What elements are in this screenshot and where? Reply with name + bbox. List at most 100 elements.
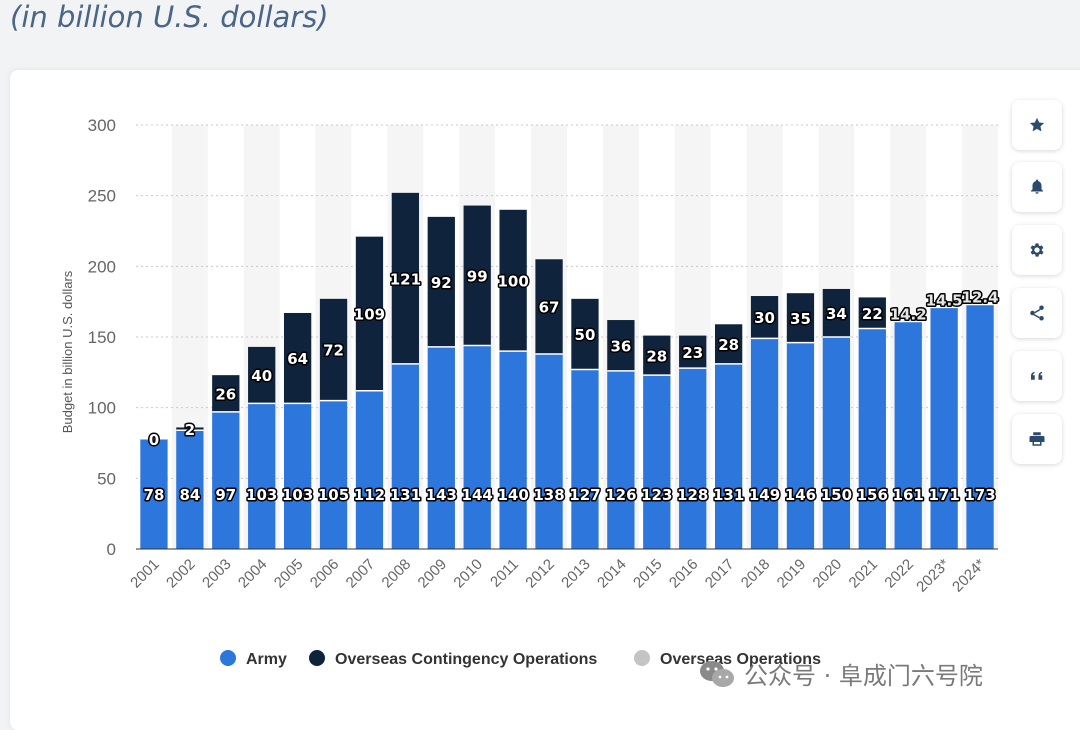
bar-army bbox=[571, 369, 599, 549]
data-label-army: 123 bbox=[641, 486, 672, 504]
bar-army bbox=[248, 403, 276, 549]
y-tick-label: 0 bbox=[107, 540, 116, 559]
legend-marker bbox=[220, 650, 236, 666]
bar-oco bbox=[679, 335, 707, 369]
data-label-army: 140 bbox=[497, 486, 528, 504]
data-label-oco: 40 bbox=[251, 367, 272, 385]
x-tick-label: 2011 bbox=[487, 556, 522, 591]
data-label-army: 144 bbox=[462, 486, 493, 504]
data-label-oco: 64 bbox=[287, 350, 308, 368]
x-tick-label: 2012 bbox=[522, 556, 558, 592]
bar-oco bbox=[212, 375, 240, 412]
data-label-overseas-operations: 14.5 bbox=[926, 291, 963, 309]
y-tick-label: 150 bbox=[88, 328, 116, 347]
data-label-army: 103 bbox=[246, 486, 277, 504]
bar-oco bbox=[176, 427, 204, 431]
data-label-overseas-operations: 14.2 bbox=[890, 305, 927, 323]
x-tick-label: 2013 bbox=[558, 556, 594, 592]
data-label-army: 156 bbox=[857, 486, 888, 504]
bar-army bbox=[858, 328, 886, 549]
x-tick-label: 2021 bbox=[845, 556, 881, 592]
notification-button[interactable] bbox=[1012, 162, 1062, 212]
bar-oco bbox=[786, 293, 815, 343]
x-tick-label: 2005 bbox=[271, 556, 307, 592]
data-label-oco: 28 bbox=[718, 336, 739, 354]
data-label-oco: 0 bbox=[149, 431, 159, 449]
bar-oco bbox=[750, 296, 779, 339]
data-label-army: 161 bbox=[893, 486, 924, 504]
bar-army bbox=[966, 304, 994, 549]
bar-army bbox=[212, 411, 240, 549]
data-label-oco: 26 bbox=[215, 386, 236, 404]
bar-oco bbox=[607, 320, 635, 371]
bar-oco bbox=[499, 209, 527, 352]
data-label-army: 127 bbox=[569, 486, 600, 504]
bar-army bbox=[427, 346, 455, 549]
bar-oco bbox=[355, 236, 384, 391]
legend-marker bbox=[634, 650, 650, 666]
bar-oco bbox=[463, 205, 491, 346]
favorite-button[interactable] bbox=[1012, 100, 1062, 150]
bar-oco bbox=[643, 335, 671, 376]
bar-oco bbox=[714, 324, 743, 364]
legend-label: Army bbox=[246, 651, 287, 668]
x-tick-label: 2024* bbox=[949, 556, 989, 596]
bar-oco bbox=[391, 192, 420, 364]
data-label-army: 103 bbox=[282, 486, 313, 504]
data-label-army: 126 bbox=[605, 486, 636, 504]
chart-subtitle: (in billion U.S. dollars) bbox=[10, 0, 329, 34]
data-label-army: 128 bbox=[677, 486, 708, 504]
data-label-oco: 34 bbox=[826, 305, 847, 323]
legend-label: Overseas Operations bbox=[660, 651, 821, 668]
data-label-army: 131 bbox=[390, 486, 421, 504]
x-tick-label: 2018 bbox=[738, 556, 774, 592]
bar-oco bbox=[248, 346, 276, 404]
bar-army bbox=[319, 400, 348, 549]
data-label-army: 149 bbox=[749, 486, 780, 504]
print-button[interactable] bbox=[1012, 414, 1062, 464]
x-tick-label: 2016 bbox=[666, 556, 702, 592]
chart-card: 0 50 100 150 200 250 300 Budget in billion U.S.… bbox=[10, 70, 1080, 730]
watermark-text: 公众号 · 阜成门六号院 bbox=[744, 662, 983, 690]
bar-army bbox=[391, 363, 420, 549]
bar-army bbox=[786, 342, 815, 549]
x-tick-label: 2020 bbox=[810, 556, 846, 592]
data-label-oco: 23 bbox=[682, 344, 703, 362]
data-label-oco: 22 bbox=[862, 305, 883, 323]
x-tick-label: 2007 bbox=[343, 556, 379, 592]
data-label-oco: 67 bbox=[539, 299, 560, 317]
data-label-oco: 35 bbox=[790, 310, 811, 328]
bar-oco bbox=[283, 312, 312, 404]
data-label-army: 173 bbox=[964, 486, 995, 504]
bar-oco bbox=[535, 259, 563, 354]
settings-button[interactable] bbox=[1012, 225, 1062, 275]
x-tick-label: 2003 bbox=[199, 556, 235, 592]
data-label-overseas-operations: 12.4 bbox=[962, 288, 999, 306]
legend-marker bbox=[309, 650, 325, 666]
bar-oco bbox=[427, 216, 455, 347]
bar-oco bbox=[858, 297, 886, 329]
bar-army bbox=[607, 370, 635, 549]
x-tick-label: 2014 bbox=[594, 556, 630, 592]
data-label-army: 150 bbox=[821, 486, 852, 504]
data-label-army: 146 bbox=[785, 486, 816, 504]
data-label-army: 138 bbox=[533, 486, 564, 504]
cite-button[interactable] bbox=[1012, 351, 1062, 401]
x-tick-label: 2008 bbox=[379, 556, 415, 592]
quote-icon bbox=[1031, 371, 1043, 380]
bar-army bbox=[894, 321, 922, 549]
y-tick-label: 300 bbox=[88, 116, 116, 135]
x-tick-label: 2019 bbox=[774, 556, 810, 592]
bar-army bbox=[355, 390, 384, 549]
x-tick-label: 2022 bbox=[881, 556, 917, 592]
data-label-army: 78 bbox=[144, 486, 165, 504]
bell-icon bbox=[1031, 179, 1043, 194]
x-tick-label: 2017 bbox=[702, 556, 738, 592]
data-label-oco: 30 bbox=[754, 309, 775, 327]
x-tick-label: 2010 bbox=[450, 556, 486, 592]
data-label-oco: 28 bbox=[646, 347, 667, 365]
data-label-army: 97 bbox=[215, 486, 236, 504]
data-label-oco: 100 bbox=[497, 272, 528, 290]
share-button[interactable] bbox=[1012, 288, 1062, 338]
data-label-oco: 72 bbox=[323, 342, 344, 360]
